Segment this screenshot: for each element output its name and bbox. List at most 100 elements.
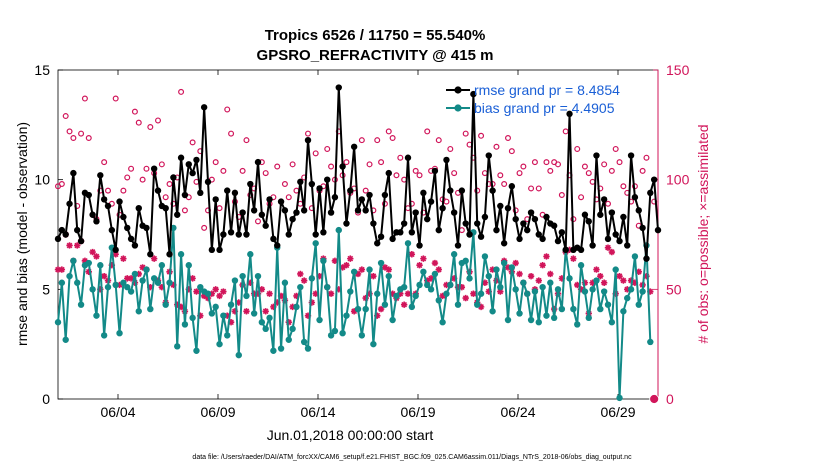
possible-obs-point <box>520 163 527 170</box>
assimilated-obs-point <box>120 255 127 262</box>
rmse-point <box>435 226 442 234</box>
assimilated-obs-point <box>643 272 650 280</box>
rmse-point <box>377 233 385 240</box>
bias-point <box>58 279 66 286</box>
possible-obs-point <box>58 181 65 188</box>
possible-obs-point <box>362 187 369 194</box>
rmse-point <box>70 169 77 177</box>
possible-obs-point <box>604 200 611 207</box>
rmse-point <box>562 246 569 254</box>
rmse-point <box>643 255 650 262</box>
assimilated-obs-point <box>335 286 342 293</box>
rmse-point <box>454 242 462 249</box>
bias-point <box>624 294 631 302</box>
assimilated-obs-point <box>81 257 89 265</box>
bias-point <box>577 262 585 269</box>
bias-point <box>150 275 158 282</box>
rmse-point <box>597 211 604 218</box>
assimilated-obs-point <box>200 292 208 300</box>
bias-point <box>97 262 104 269</box>
possible-obs-point <box>324 145 331 152</box>
y-left-tick-label: 15 <box>34 62 50 78</box>
bias-point <box>350 268 358 275</box>
rmse-point <box>239 209 246 216</box>
bias-point <box>104 283 112 291</box>
assimilated-obs-point <box>600 279 608 286</box>
assimilated-obs-point <box>635 268 642 275</box>
rmse-point <box>93 218 100 225</box>
rmse-point <box>412 209 419 216</box>
rmse-point <box>193 156 200 164</box>
assimilated-obs-point <box>127 275 135 282</box>
legend: rmse grand pr = 8.4854 bias grand pr = 4… <box>446 82 620 116</box>
assimilated-obs-point <box>431 259 439 267</box>
bias-point <box>331 327 339 335</box>
assimilated-obs-point <box>404 290 412 297</box>
possible-obs-point <box>501 181 508 188</box>
bias-point <box>500 259 508 267</box>
bias-point <box>408 303 416 311</box>
rmse-point <box>593 152 600 159</box>
rmse-point <box>400 220 408 227</box>
possible-obs-point <box>120 187 127 194</box>
possible-obs-point <box>212 159 219 166</box>
possible-obs-point <box>554 161 561 168</box>
rmse-point <box>258 211 266 218</box>
rmse-point <box>474 220 481 227</box>
assimilated-obs-point <box>427 275 435 282</box>
bias-point <box>420 268 427 275</box>
assimilated-obs-point <box>462 294 469 302</box>
possible-obs-point <box>124 174 131 181</box>
assimilated-obs-point <box>297 270 304 278</box>
assimilated-obs-point <box>227 319 235 326</box>
possible-obs-point <box>78 130 85 137</box>
possible-obs-point <box>85 134 92 141</box>
rmse-point <box>200 104 208 111</box>
assimilated-obs-point <box>381 264 389 271</box>
assimilated-obs-point <box>470 290 477 297</box>
assimilated-obs-point <box>174 301 181 308</box>
rmse-point <box>466 231 473 238</box>
assimilated-obs-point <box>539 262 546 269</box>
assimilated-obs-point <box>58 266 66 273</box>
possible-obs-point <box>285 194 292 201</box>
rmse-point <box>504 204 512 212</box>
assimilated-obs-point <box>597 272 604 280</box>
rmse-point <box>497 202 504 210</box>
possible-obs-point <box>112 95 119 102</box>
assimilated-obs-point <box>331 257 339 265</box>
possible-obs-point <box>528 185 535 192</box>
rmse-point <box>424 215 431 223</box>
assimilated-obs-point <box>85 268 92 275</box>
rmse-point <box>154 187 162 194</box>
bias-point <box>474 301 481 308</box>
bias-point <box>93 312 100 319</box>
rmse-point <box>147 251 154 258</box>
rmse-point <box>347 187 354 194</box>
possible-obs-point <box>228 130 235 137</box>
assimilated-obs-point <box>358 266 366 273</box>
rmse-point <box>247 180 254 188</box>
bias-point <box>443 290 450 297</box>
bias-point <box>224 332 231 339</box>
rmse-point <box>350 143 358 150</box>
assimilated-obs-point <box>497 288 504 295</box>
bias-point <box>327 332 335 339</box>
possible-obs-point <box>447 145 454 152</box>
bias-point <box>54 319 62 326</box>
bias-point <box>127 288 135 295</box>
bias-point <box>147 305 154 313</box>
rmse-point <box>235 231 242 238</box>
bias-point <box>258 319 266 326</box>
rmse-point <box>500 240 508 247</box>
bias-point <box>277 345 285 352</box>
possible-obs-point <box>162 194 169 201</box>
bias-point <box>304 345 312 352</box>
possible-obs-point <box>478 132 485 139</box>
assimilated-obs-point <box>277 292 285 300</box>
rmse-point <box>320 229 327 236</box>
bias-point <box>320 257 327 265</box>
bias-point <box>439 319 446 326</box>
bias-point <box>70 257 77 265</box>
